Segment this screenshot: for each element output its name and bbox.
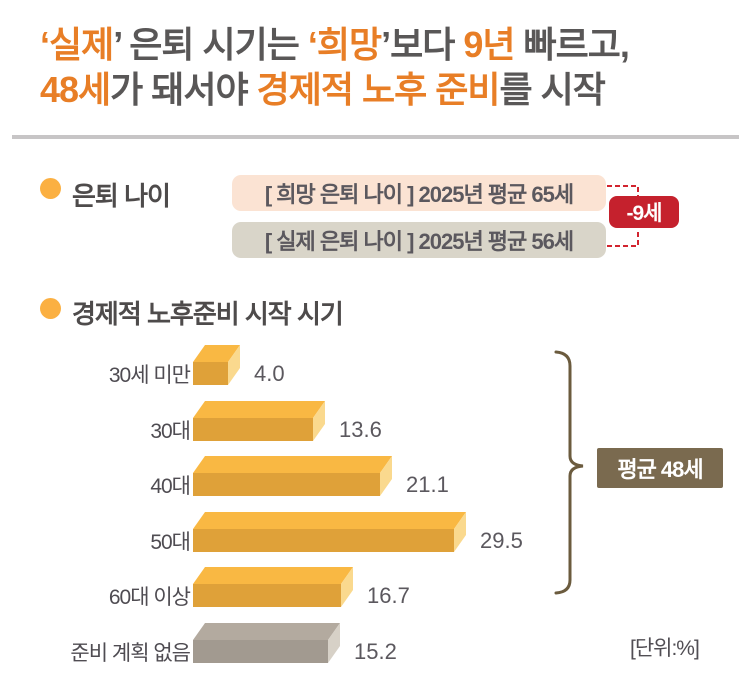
hope-retirement-box: [ 희망 은퇴 나이 ] 2025년 평균 65세 — [232, 175, 606, 211]
title-segment: ’ 은퇴 시기는 — [113, 24, 308, 65]
bar-face — [193, 362, 228, 385]
actual-retirement-box: [ 실제 은퇴 나이 ] 2025년 평균 56세 — [232, 222, 606, 258]
bar-face — [193, 529, 454, 552]
bar-face — [193, 623, 340, 640]
bar-category-label: 40대 — [150, 474, 191, 498]
bar-face — [193, 418, 313, 441]
dashed-connector-bottom — [607, 229, 639, 247]
bar-face — [193, 567, 353, 584]
bar-face — [193, 512, 466, 529]
bar-value-label: 15.2 — [354, 639, 397, 664]
bar-category-label: 60대 이상 — [108, 585, 191, 609]
age-diff-badge: -9세 — [609, 196, 679, 228]
page-title: ‘실제’ 은퇴 시기는 ‘희망’보다 9년 빠르고, 48세가 돼서야 경제적 … — [40, 22, 630, 112]
bar-value-label: 16.7 — [367, 583, 410, 608]
title-line-2: 48세가 돼서야 경제적 노후 준비를 시작 — [40, 67, 629, 112]
bar-face — [341, 567, 353, 607]
bar-face — [193, 473, 380, 496]
bar-face — [193, 640, 328, 663]
section-label-retirement-age: 은퇴 나이 — [72, 181, 171, 211]
bar-category-label: 50대 — [150, 530, 191, 554]
bar-face — [328, 623, 340, 663]
bar-value-label: 4.0 — [254, 361, 285, 386]
bar-3d — [193, 567, 353, 607]
title-segment: 빠르고, — [514, 24, 630, 65]
title-segment: 가 돼서야 — [110, 69, 257, 110]
title-segment: ‘실제 — [40, 24, 114, 65]
bar-face — [228, 345, 240, 385]
bar-category-label: 준비 계획 없음 — [70, 641, 191, 665]
bar-3d — [193, 401, 325, 441]
bar-face — [193, 401, 325, 418]
bar-face — [454, 512, 466, 552]
average-bracket — [554, 350, 584, 595]
title-segment: ’보다 — [381, 24, 464, 65]
dashed-connector-top — [607, 185, 639, 196]
bar-face — [313, 401, 325, 441]
bullet-icon — [40, 298, 61, 319]
bullet-icon — [40, 178, 61, 199]
bar-value-label: 21.1 — [406, 472, 449, 497]
title-segment: 9년 — [463, 24, 515, 65]
bar-face — [193, 584, 341, 607]
average-age-label: 평균 48세 — [597, 448, 723, 488]
unit-label: [단위:%] — [630, 637, 700, 660]
bar-value-label: 13.6 — [339, 417, 382, 442]
title-segment: 경제적 노후 준비 — [256, 69, 501, 110]
bar-face — [193, 456, 392, 473]
bar-value-label: 29.5 — [480, 528, 523, 553]
chart-title: 경제적 노후준비 시작 시기 — [72, 299, 344, 329]
title-segment: 를 시작 — [499, 69, 606, 110]
bar-face — [193, 345, 240, 362]
bar-3d — [193, 345, 240, 385]
bar-3d — [193, 623, 340, 663]
bar-3d — [193, 456, 392, 496]
title-divider — [12, 135, 739, 139]
bar-3d — [193, 512, 466, 552]
title-segment: ‘희망 — [307, 24, 382, 65]
bar-face — [380, 456, 392, 496]
title-segment: 48세 — [40, 69, 111, 110]
bar-category-label: 30대 — [150, 419, 191, 443]
title-line-1: ‘실제’ 은퇴 시기는 ‘희망’보다 9년 빠르고, — [40, 22, 630, 67]
bar-category-label: 30세 미만 — [108, 363, 191, 387]
